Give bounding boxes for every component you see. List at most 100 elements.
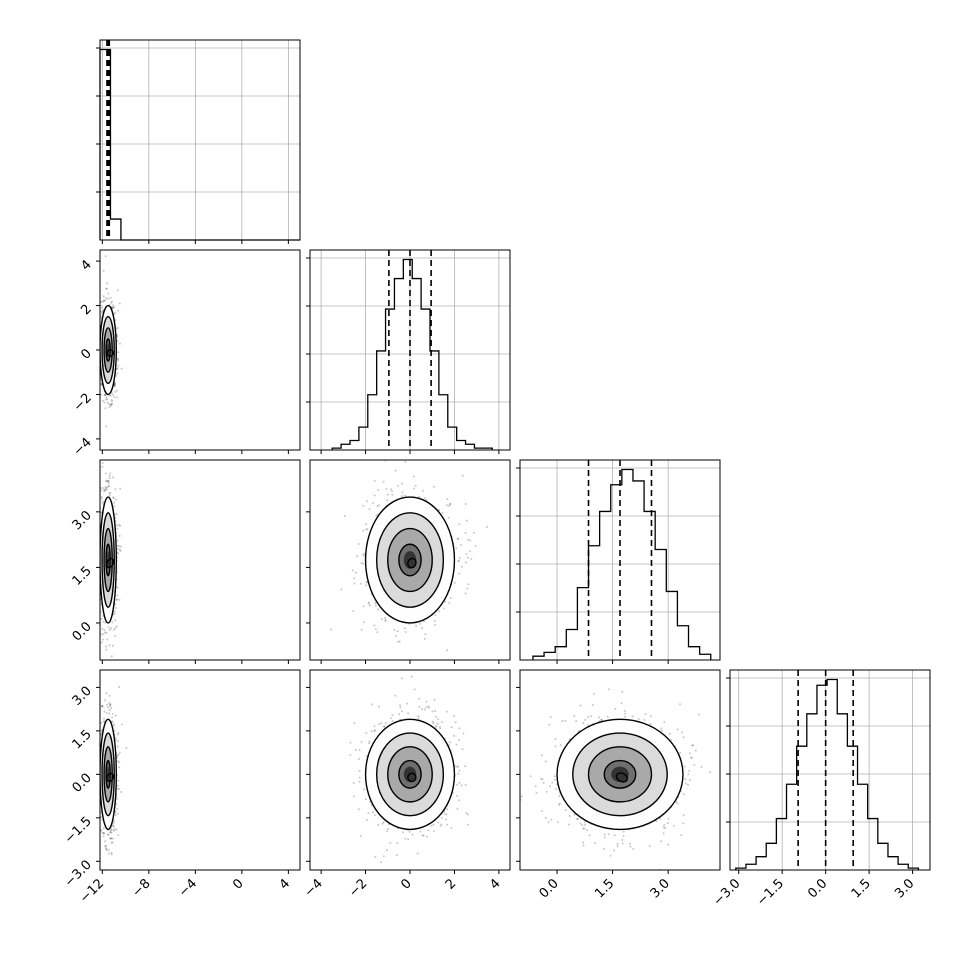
- sample-point: [358, 757, 361, 760]
- sample-point: [98, 808, 100, 810]
- sample-point: [112, 725, 115, 728]
- contour-line: [106, 772, 114, 783]
- sample-point: [112, 496, 114, 499]
- sample-point: [104, 299, 107, 302]
- contour-line: [101, 732, 115, 817]
- sample-point: [101, 304, 103, 307]
- sample-point: [456, 794, 459, 797]
- sample-point: [354, 748, 357, 751]
- sample-point: [684, 778, 687, 781]
- sample-point: [115, 828, 118, 831]
- sample-point: [102, 831, 105, 834]
- sample-point: [109, 831, 112, 834]
- sample-point: [104, 393, 107, 396]
- sample-point: [114, 714, 117, 717]
- sample-point: [343, 515, 346, 517]
- sample-point: [359, 835, 362, 838]
- sample-point: [112, 821, 115, 824]
- sample-point: [112, 829, 115, 832]
- sample-point: [418, 705, 421, 708]
- contour-line: [364, 718, 456, 831]
- sample-point: [446, 710, 448, 713]
- contour-line: [387, 527, 433, 593]
- sample-point: [374, 604, 377, 607]
- sample-point: [358, 776, 361, 779]
- sample-point: [434, 614, 437, 617]
- sample-point: [643, 719, 646, 721]
- sample-point: [458, 739, 461, 741]
- sample-point: [440, 816, 443, 819]
- hist-step-1: [331, 258, 493, 450]
- sample-point: [408, 830, 411, 833]
- sample-point: [458, 799, 461, 802]
- sample-point: [386, 493, 389, 496]
- sample-point: [116, 339, 119, 342]
- sample-point: [437, 821, 440, 824]
- sample-point: [118, 548, 121, 551]
- sample-point: [120, 723, 123, 726]
- sample-point: [102, 299, 105, 302]
- sample-point: [466, 813, 469, 816]
- sample-point: [116, 327, 119, 329]
- sample-point: [100, 815, 103, 818]
- sample-point: [694, 749, 697, 752]
- sample-point: [367, 602, 370, 605]
- sample-point: [410, 675, 413, 678]
- sample-point: [449, 502, 452, 505]
- sample-point: [415, 624, 418, 627]
- sample-point: [380, 861, 382, 864]
- sample-point: [464, 784, 467, 786]
- sample-point: [118, 534, 121, 537]
- sample-point: [441, 511, 444, 514]
- sample-point: [119, 550, 122, 552]
- sample-point: [404, 460, 407, 463]
- sample-point: [100, 383, 103, 386]
- sample-point: [419, 830, 422, 833]
- sample-point: [111, 403, 113, 406]
- sample-point: [110, 831, 113, 834]
- sample-point: [116, 524, 119, 527]
- sample-point: [111, 306, 114, 309]
- sample-point: [118, 766, 121, 769]
- sample-point: [108, 644, 111, 647]
- sample-point: [113, 313, 116, 316]
- sample-point: [104, 621, 107, 624]
- contour-line: [103, 527, 113, 593]
- sample-point: [432, 722, 435, 725]
- sample-point: [105, 645, 108, 648]
- sample-point: [389, 841, 392, 844]
- sample-point: [380, 618, 383, 621]
- sample-point: [367, 812, 370, 815]
- sample-point: [97, 558, 99, 560]
- sample-point: [120, 367, 123, 370]
- sample-point: [373, 494, 376, 497]
- sample-point: [433, 698, 436, 701]
- sample-point: [421, 627, 424, 629]
- sample-point: [116, 788, 119, 791]
- sample-point: [115, 513, 118, 516]
- sample-point: [117, 753, 120, 756]
- sample-point: [97, 551, 99, 553]
- sample-point: [349, 754, 352, 756]
- sample-point: [116, 539, 119, 542]
- sample-point: [418, 495, 421, 498]
- sample-point: [460, 565, 463, 568]
- sample-point: [655, 820, 658, 823]
- sample-point: [365, 523, 368, 526]
- sample-point: [115, 498, 118, 501]
- sample-point: [422, 489, 424, 492]
- sample-point: [113, 505, 116, 508]
- sample-point: [366, 528, 369, 531]
- sample-point: [105, 711, 108, 714]
- sample-point: [115, 607, 117, 609]
- sample-point: [108, 494, 111, 497]
- sample-point: [105, 287, 108, 290]
- sample-point: [466, 587, 469, 590]
- sample-point: [467, 538, 469, 541]
- sample-point: [114, 488, 117, 491]
- sample-point: [98, 352, 100, 354]
- sample-point: [365, 528, 368, 531]
- sample-point: [100, 382, 103, 385]
- sample-point: [118, 598, 121, 601]
- sample-point: [116, 334, 119, 337]
